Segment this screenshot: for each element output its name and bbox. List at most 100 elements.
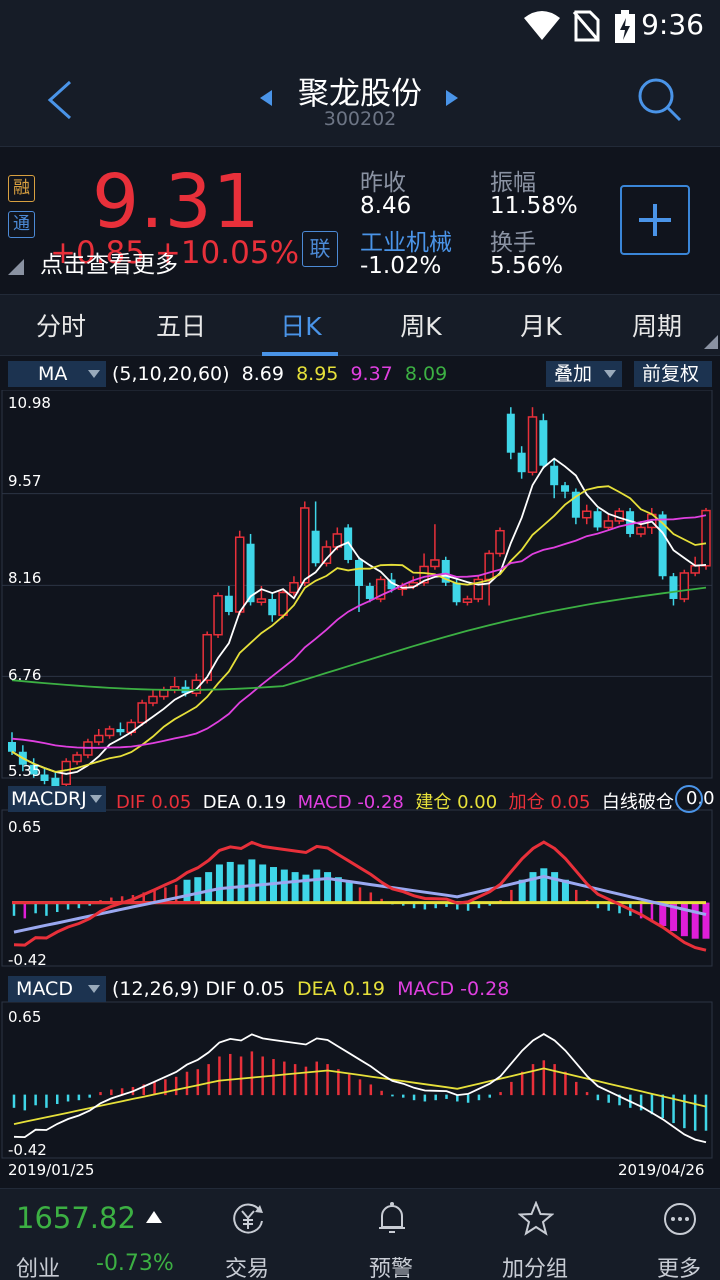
tab-daily-k[interactable]: 日K xyxy=(280,312,322,341)
macd-dea-label: DEA xyxy=(297,978,337,1000)
macdrj-bar xyxy=(291,872,299,904)
overlay-selector[interactable]: 叠加 xyxy=(546,361,622,387)
battery-charging-icon xyxy=(615,10,635,43)
macd-bar xyxy=(520,1071,524,1096)
margin-badge: 融 xyxy=(8,175,35,202)
candle-body xyxy=(603,520,614,529)
macd-bar xyxy=(477,1094,481,1101)
back-icon[interactable] xyxy=(42,78,76,122)
macd-bar xyxy=(23,1094,27,1111)
stock-name: 聚龙股份 xyxy=(298,76,422,112)
panel-frame xyxy=(1,809,713,967)
star-icon xyxy=(518,1201,554,1236)
dropdown-icon xyxy=(604,370,616,378)
macd-selector[interactable]: MACD xyxy=(8,976,106,1002)
macdrj-bar xyxy=(680,902,688,937)
macdrj-build: 0.00 xyxy=(457,792,498,813)
macdrj-bar xyxy=(445,902,448,907)
macdrj-lines xyxy=(12,840,707,952)
macd-bar xyxy=(283,1061,286,1096)
help-icon[interactable] xyxy=(674,784,704,814)
tab-monthly-k[interactable]: 月K xyxy=(520,312,562,341)
macdrj-bar xyxy=(691,902,699,939)
candle-body xyxy=(246,543,255,603)
macd-bar xyxy=(174,1076,178,1096)
nav-more[interactable]: 更多 xyxy=(634,1189,720,1280)
macdrj-bar xyxy=(174,884,178,904)
macdrj-dea: 0.19 xyxy=(246,792,287,813)
macd-bar xyxy=(34,1094,37,1106)
macdrj-bar xyxy=(66,902,70,910)
macd-bar xyxy=(672,1094,675,1124)
price-tick-2: 9.57 xyxy=(8,472,42,490)
nav-alert[interactable]: 预警 xyxy=(346,1189,436,1280)
macd-gridlines xyxy=(1,1001,713,1159)
candle-body xyxy=(441,559,450,583)
more-icon xyxy=(664,1203,696,1235)
sector-link[interactable]: 工业机械 xyxy=(360,230,452,256)
nav-trade[interactable]: 交易 xyxy=(202,1189,292,1280)
nav-add-group[interactable]: 加分组 xyxy=(490,1189,580,1280)
candle-body xyxy=(430,559,440,568)
macd-bar xyxy=(531,1064,535,1096)
status-bar: 9:36 xyxy=(0,0,720,52)
candle-body xyxy=(452,582,461,603)
last-price: 9.31 xyxy=(92,159,261,245)
macd-bar xyxy=(12,1094,16,1108)
linked-badge[interactable]: 联 xyxy=(302,231,338,267)
candle-body xyxy=(202,633,212,681)
tab-intraday[interactable]: 分时 xyxy=(35,312,86,341)
ma-selector[interactable]: MA xyxy=(8,361,106,387)
adjust-button[interactable]: 前复权 xyxy=(634,361,712,387)
macdrj-bar xyxy=(466,902,470,911)
prev-stock-icon[interactable] xyxy=(258,88,274,108)
search-icon[interactable] xyxy=(636,76,682,122)
macdrj-bar xyxy=(423,902,427,910)
kline-chart[interactable] xyxy=(0,390,720,1186)
macdrj-bar xyxy=(561,879,569,904)
macd-bar xyxy=(434,1094,437,1101)
price-tick-4: 6.76 xyxy=(8,666,42,684)
candle-body xyxy=(375,578,386,600)
sector-change: -1.02% xyxy=(360,253,442,279)
candle-body xyxy=(571,491,580,518)
macdrj-bar xyxy=(334,877,342,904)
ma60-value: 8.09 xyxy=(404,363,448,385)
quote-panel[interactable]: 融 通 9.31 +0.85 +10.05% 点击查看更多 联 昨收 8.46 … xyxy=(0,146,720,294)
macdrj-selector[interactable]: MACDRJ xyxy=(8,786,106,812)
macdrj-break-label: 白线破仓 xyxy=(601,792,674,813)
macdrj-selector-label: MACDRJ xyxy=(11,788,87,810)
candle-body xyxy=(419,565,429,584)
dropdown-icon xyxy=(90,795,102,803)
macdrj-bar xyxy=(164,887,167,904)
macd-macd-label: MACD xyxy=(397,978,455,1000)
price-tick-1: 10.98 xyxy=(8,394,51,412)
turnover-label: 换手 xyxy=(490,230,536,256)
next-stock-icon[interactable] xyxy=(444,88,460,108)
macd-bar xyxy=(575,1081,578,1096)
macdrj-bar xyxy=(345,882,353,904)
index-widget[interactable]: 1657.82 创业 -0.73% xyxy=(0,1189,200,1280)
candle-body xyxy=(94,734,104,743)
tab-five-day[interactable]: 五日 xyxy=(155,312,206,341)
macdrj-bar xyxy=(639,902,643,919)
macdrj-gridlines xyxy=(1,809,713,967)
nav-more-label: 更多 xyxy=(656,1257,701,1280)
add-watchlist-button[interactable] xyxy=(620,185,690,255)
candle-body xyxy=(355,559,363,586)
macd-bar xyxy=(618,1094,621,1106)
macd-bar xyxy=(77,1094,81,1101)
macdrj-break-value: 0.0 xyxy=(686,788,715,809)
price-tick-5: 5.35 xyxy=(8,762,42,780)
macd-bar xyxy=(88,1094,91,1098)
macd-bar xyxy=(596,1094,600,1101)
candle-body xyxy=(234,536,245,613)
view-more-tip[interactable]: 点击查看更多 xyxy=(40,252,178,278)
tab-period[interactable]: 周期 xyxy=(631,312,682,341)
ma20-value: 9.37 xyxy=(350,363,393,385)
macdrj-bar xyxy=(324,872,332,904)
tab-weekly-k[interactable]: 周K xyxy=(400,312,442,341)
macdrj-bar xyxy=(650,902,654,923)
yen-exchange-icon xyxy=(233,1203,263,1234)
macdrj-bar xyxy=(248,859,256,904)
